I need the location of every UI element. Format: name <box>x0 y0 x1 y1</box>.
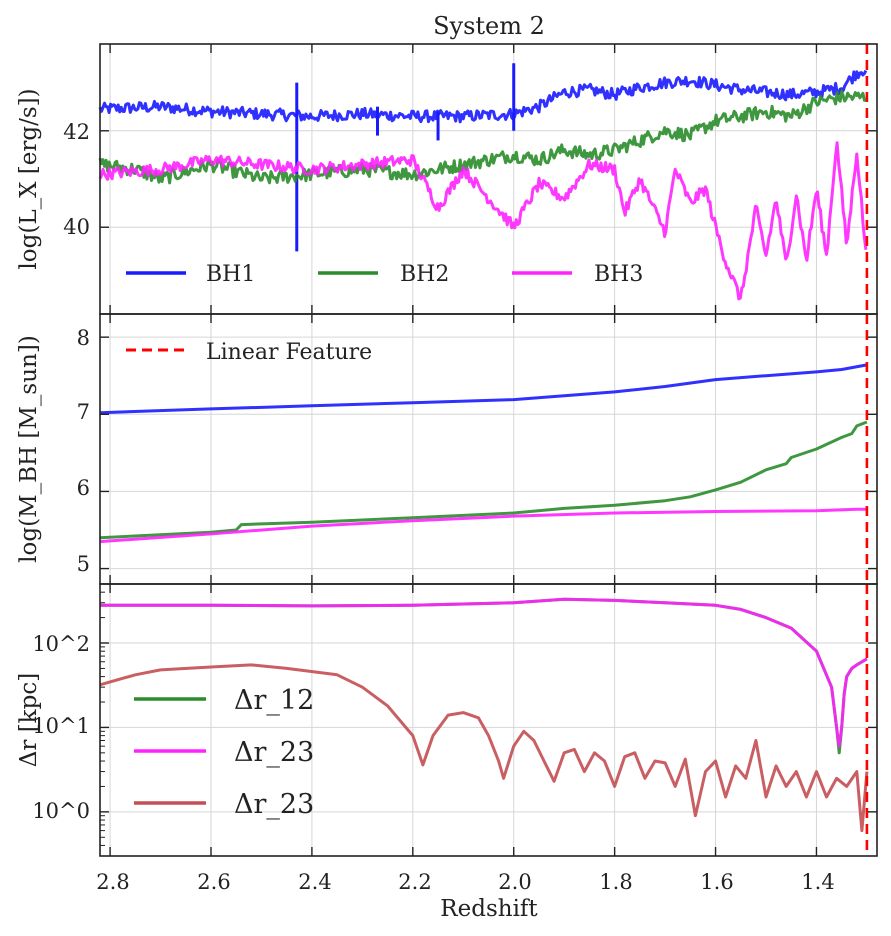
y-tick-label: 10^1 <box>32 714 90 738</box>
x-tick-label: 2.6 <box>197 870 230 894</box>
legend-label: Δr_23 <box>234 737 314 768</box>
y-tick-label: 6 <box>77 476 90 500</box>
x-tick-label: 1.6 <box>700 870 733 894</box>
y-tick-label: 7 <box>77 400 90 424</box>
series-r23-line <box>100 597 868 748</box>
series-bh1-line <box>98 69 868 124</box>
legend-label: Δr_12 <box>234 685 314 716</box>
y-tick-label: 5 <box>77 552 90 576</box>
chart-title: System 2 <box>433 12 545 40</box>
x-tick-label: 1.4 <box>801 870 834 894</box>
y-tick-label: 10^0 <box>32 799 90 823</box>
series-bh2-line <box>99 420 868 540</box>
legend-panel-3: Δr_12 Δr_23 Δr_23 <box>134 685 314 820</box>
legend-panel-2: Linear Feature <box>126 340 372 365</box>
series-bh3-line <box>99 507 867 544</box>
panel-1-y-label: log(L_X [erg/s]) <box>16 88 42 269</box>
x-tick-label: 2.4 <box>298 870 331 894</box>
x-tick-label: 2.8 <box>96 870 129 894</box>
series-r12-line <box>100 597 868 755</box>
series-r13-line <box>99 663 869 833</box>
series-bh1-line <box>99 363 868 415</box>
plot-area <box>98 44 869 856</box>
series-bh2-line <box>98 89 867 185</box>
x-tick-label: 1.8 <box>599 870 632 894</box>
legend-label: BH3 <box>594 262 643 287</box>
legend-panel-1: BH1 BH2 BH3 <box>126 262 643 287</box>
x-tick-label: 2.2 <box>398 870 431 894</box>
y-tick-label: 42 <box>63 120 90 144</box>
legend-label: BH1 <box>206 262 255 287</box>
legend-label: Δr_23 <box>234 789 314 820</box>
panel-3-y-label: Δr [kpc] <box>16 673 42 767</box>
y-tick-label: 10^2 <box>32 632 90 656</box>
legend-label: BH2 <box>400 262 449 287</box>
legend-label: Linear Feature <box>206 340 372 365</box>
panel-3-frame <box>99 583 878 857</box>
panel-2-y-label: log(M_BH [M_sun]) <box>16 335 42 563</box>
x-axis-label: Redshift <box>440 896 538 922</box>
x-tick-label: 2.0 <box>498 870 531 894</box>
y-tick-label: 8 <box>77 326 90 350</box>
grid-lines <box>100 44 877 856</box>
axis-ticks <box>100 44 877 857</box>
x-tick-labels: 2.8 2.6 2.4 2.2 2.0 1.8 1.6 1.4 <box>96 870 834 894</box>
series-bh3-line <box>98 141 868 301</box>
y-tick-label: 40 <box>63 215 90 239</box>
